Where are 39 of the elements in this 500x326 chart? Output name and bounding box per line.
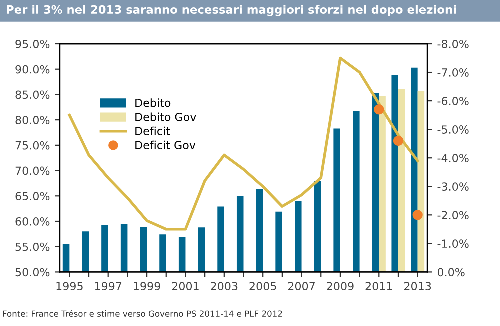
y-tick-label: 75.0%: [16, 141, 50, 150]
x-tick-label: 2001: [172, 282, 199, 291]
x-tick-label: 2009: [327, 282, 354, 291]
y-tick-label: 90.0%: [16, 65, 50, 74]
point: [374, 104, 384, 115]
y-tick-label: 70.0%: [16, 166, 50, 176]
y2-tick-label: -2.0%: [438, 211, 469, 220]
y-tick-label: 55.0%: [16, 242, 50, 252]
x-tick-label: 2005: [250, 282, 276, 291]
legend-label: Deficit: [136, 126, 170, 136]
y2-tick-label: -4.0%: [438, 154, 469, 162]
y-tick-label: 85.0%: [16, 90, 50, 100]
chart-title: Per il 3% nel 2013 saranno necessari maggiori sforzi nel dopo elezioni: [7, 5, 456, 16]
x-tick-label: 2003: [211, 282, 238, 291]
x-tick-label: 2007: [288, 282, 315, 291]
y2-tick-label: -5.0%: [438, 126, 469, 134]
y2-tick-label: -8.0%: [438, 40, 469, 48]
y-tick-label: 95.0%: [16, 40, 50, 48]
x-tick-label: 1997: [95, 282, 122, 291]
y2-tick-label: -3.0%: [438, 182, 469, 192]
x-tick-label: 1995: [56, 282, 83, 291]
y2-tick-label: -1.0%: [438, 240, 469, 248]
y-tick-label: 60.0%: [16, 217, 50, 226]
y-tick-label: 80.0%: [16, 116, 50, 124]
y2-tick-label: -6.0%: [438, 97, 469, 106]
x-tick-label: 1999: [134, 282, 160, 291]
point: [412, 210, 423, 220]
x-tick-label: 2013: [404, 282, 432, 291]
source-note: Fonte: France Trésor e stime verso Governo PS 2011-14 e PLF 2012: [3, 310, 282, 318]
legend-label: Debito Gov: [136, 112, 196, 122]
legend-label: Debito: [136, 98, 171, 108]
legend-label: Deficit Gov: [136, 140, 196, 150]
x-tick-label: 2011: [366, 282, 392, 291]
line-series: [68, 56, 420, 231]
y-tick-label: 65.0%: [16, 192, 50, 201]
y2-tick-label: 0.0%: [438, 268, 465, 277]
point: [393, 136, 404, 146]
y-tick-label: 50.0%: [16, 268, 50, 277]
y2-tick-label: -7.0%: [438, 68, 469, 77]
